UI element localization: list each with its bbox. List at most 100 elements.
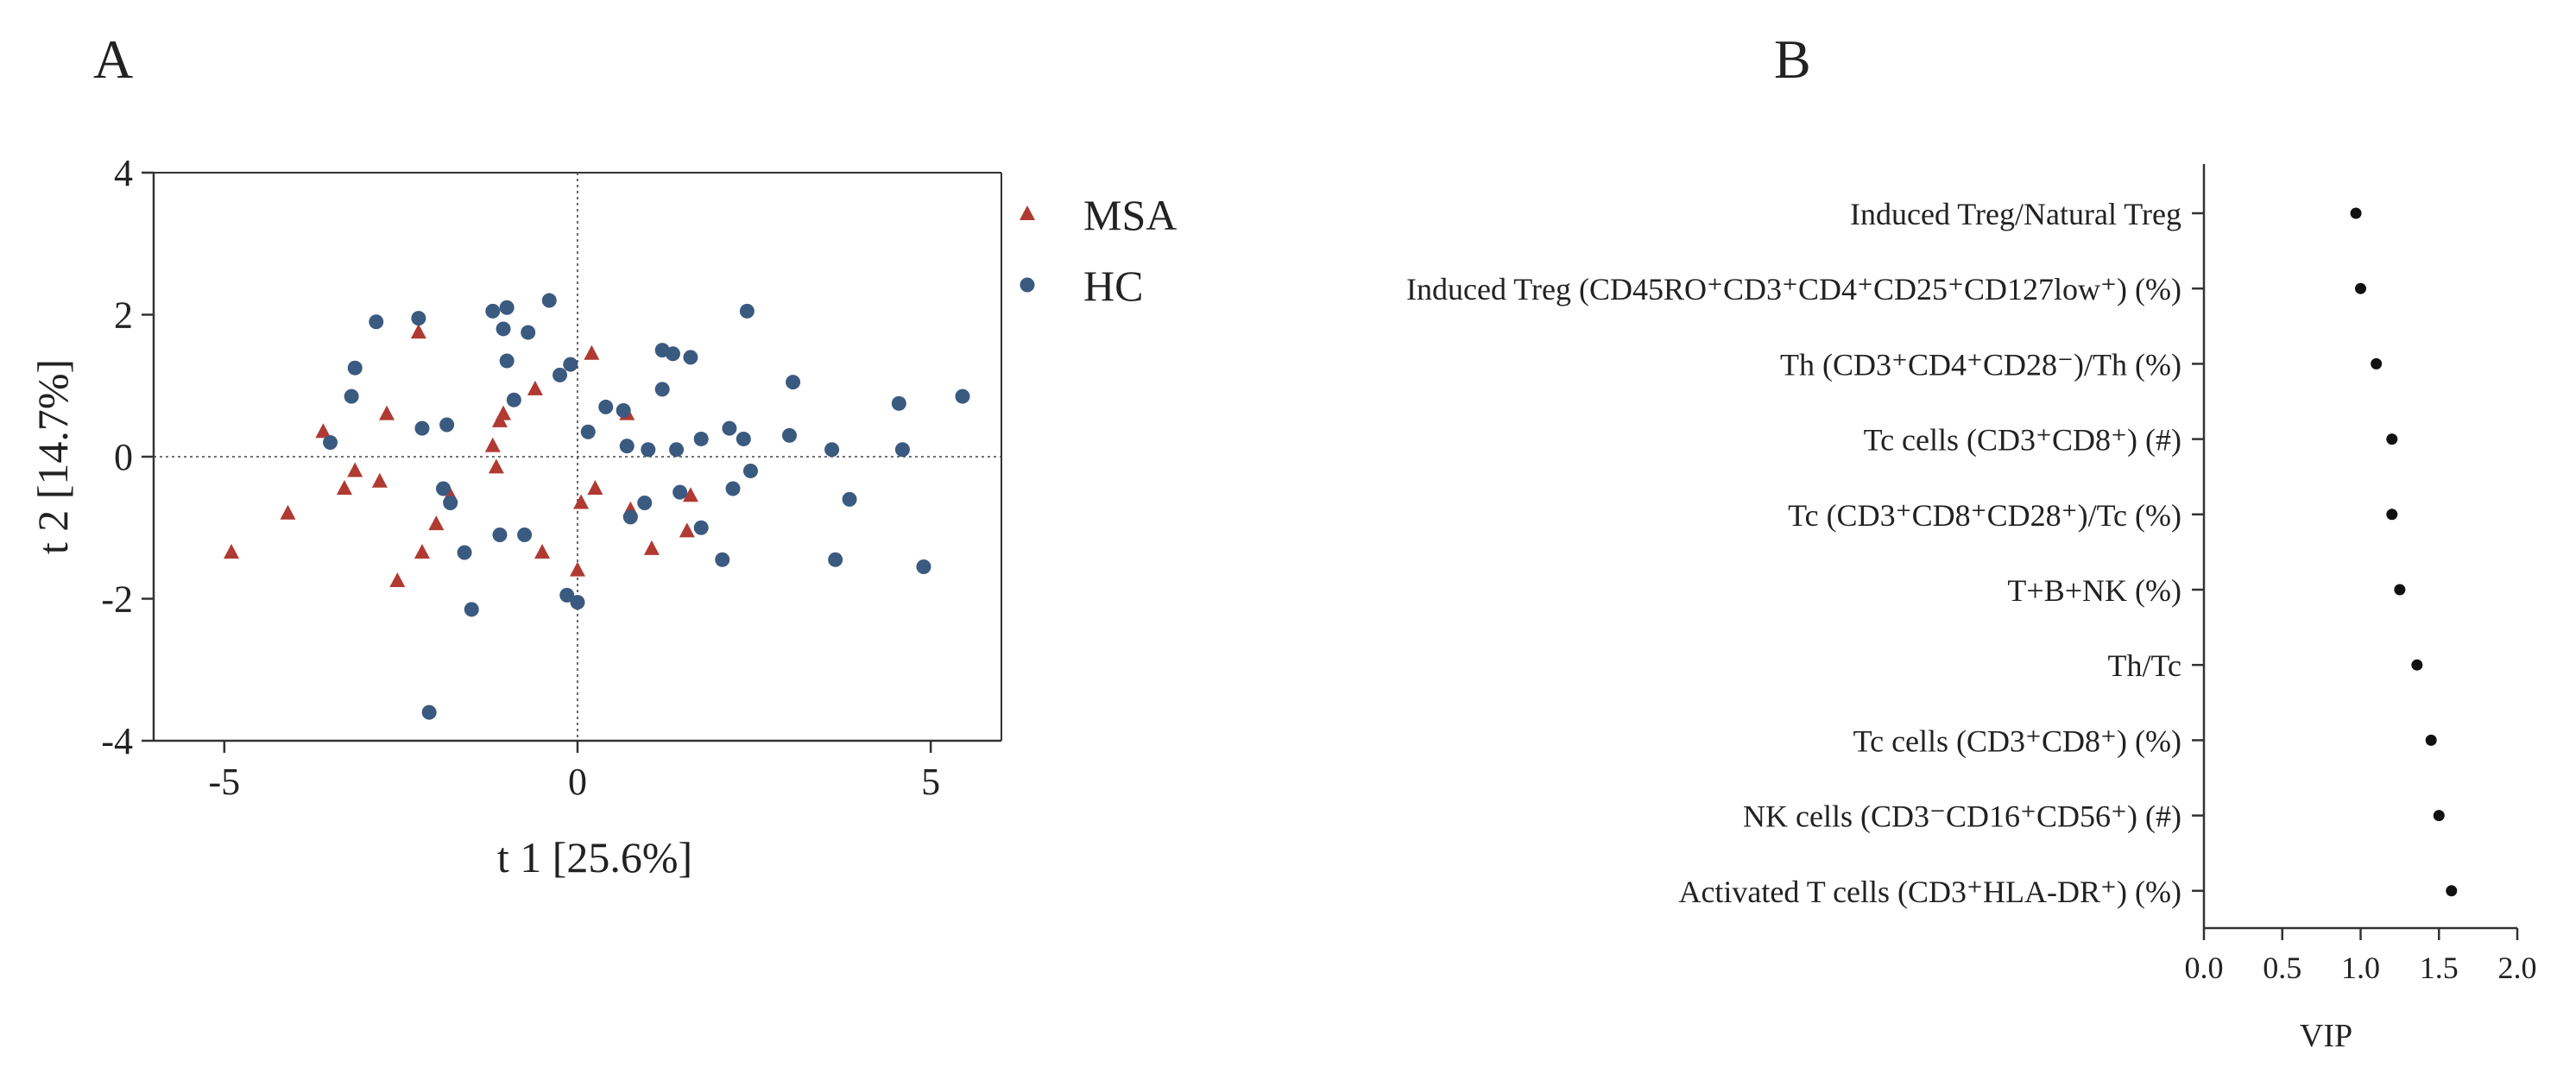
data-point-msa [379,405,395,420]
category-label: Induced Treg/Natural Treg [1850,197,2181,231]
data-point-msa [496,405,512,420]
data-point-hc [496,321,511,337]
vip-data-point [2446,885,2458,897]
data-point-msa [414,544,430,559]
x-tick-label: 2.0 [2498,951,2537,985]
data-point-msa [336,480,352,496]
data-point-msa [428,515,445,531]
data-point-msa [679,522,695,538]
data-point-hc [842,491,857,507]
vip-data-point [2355,282,2366,294]
data-point-hc [641,442,656,458]
data-point-hc [347,360,363,376]
x-tick-label: -5 [209,761,241,803]
pca-score-plot: -5 0 5 -4 -2 0 2 4 t 1 [25.6%] t 2 [14.7%] MSA HC [28,152,1177,881]
data-point-hc [559,587,575,603]
data-point-hc [955,389,970,404]
panel-b-label: B [1774,28,1811,90]
data-point-hc [457,545,472,560]
data-point-hc [323,435,338,451]
data-point-msa [584,344,600,360]
category-label: T+B+NK (%) [2007,573,2181,608]
x-tick-label: 0.5 [2263,951,2301,985]
data-point-hc [739,303,754,319]
data-point-msa [280,504,296,520]
vip-data-point [2425,734,2437,746]
data-point-msa [347,462,363,477]
category-label: Tc cells (CD3⁺CD8⁺) (%) [1853,723,2181,758]
data-point-hc [369,314,384,330]
data-point-hc [414,420,430,436]
vip-data-point [2411,659,2423,671]
vip-data-point [2386,433,2398,445]
data-point-hc [464,602,479,617]
data-point-hc [485,303,501,319]
data-point-hc [742,463,758,478]
x-axis-title: VIP [2300,1018,2352,1054]
y-tick-label: 2 [114,294,133,337]
data-point-hc [715,552,730,567]
data-point-hc [521,325,536,340]
data-point-hc [622,509,638,525]
legend-marker-hc [1020,277,1035,293]
data-point-hc [616,403,631,419]
data-point-msa [484,437,501,452]
x-tick-label: 5 [921,761,940,803]
panel-a-label: A [93,28,134,90]
category-label: Activated T cells (CD3⁺HLA-DR⁺) (%) [1678,875,2181,909]
data-point-hc [499,353,515,369]
data-point-msa [534,544,551,559]
y-tick-label: -2 [101,578,133,621]
category-label: Tc cells (CD3⁺CD8⁺) (#) [1864,423,2181,458]
y-axis-title: t 2 [14.7%] [28,359,77,554]
data-point-hc [436,481,451,496]
x-tick-label: 1.0 [2341,951,2380,985]
data-point-hc [693,520,709,535]
data-point-msa [315,423,331,439]
data-point-hc [637,495,653,510]
category-label: Th/Tc [2108,648,2181,683]
category-label: NK cells (CD3⁻CD16⁺CD56⁺) (#) [1743,799,2181,834]
data-point-hc [344,389,359,404]
vip-data-point [2350,207,2362,219]
legend-label-msa: MSA [1083,191,1177,239]
data-point-msa [488,458,504,474]
data-point-hc [552,367,568,382]
data-point-msa [570,561,585,577]
x-tick-label: 0.0 [2185,951,2224,985]
data-point-hc [563,357,578,372]
data-point-hc [828,552,843,567]
data-point-msa [410,324,426,339]
legend-marker-msa [1020,205,1035,220]
data-point-msa [587,480,603,496]
x-tick-label: 0 [568,761,587,803]
data-point-hc [824,442,840,458]
data-point-hc [541,293,557,308]
data-point-hc [736,431,751,446]
data-point-hc [786,375,801,390]
data-point-hc [725,481,741,496]
data-point-hc [669,442,685,458]
vip-data-point [2371,357,2383,370]
vip-data-point [2394,584,2406,596]
y-tick-label: 0 [114,436,133,478]
data-point-hc [916,559,931,574]
category-label: Induced Treg (CD45RO⁺CD3⁺CD4⁺CD25⁺CD127l… [1406,272,2181,306]
x-tick-label: 1.5 [2420,951,2459,985]
data-point-hc [580,424,596,439]
data-point-hc [894,442,910,458]
data-point-hc [598,399,614,414]
data-point-hc [672,484,688,500]
vip-plot: 0.0 0.5 1.0 1.5 2.0 Induced Treg/Natural Treg… [1406,164,2537,1054]
data-point-hc [693,431,709,446]
data-point-msa [682,487,698,502]
data-point-msa [573,494,590,509]
vip-data-point [2433,810,2445,822]
data-point-hc [683,350,698,365]
data-point-hc [570,595,585,610]
data-point-msa [371,472,388,488]
data-point-hc [891,395,906,411]
legend-label-hc: HC [1083,262,1143,310]
data-point-msa [527,380,543,395]
